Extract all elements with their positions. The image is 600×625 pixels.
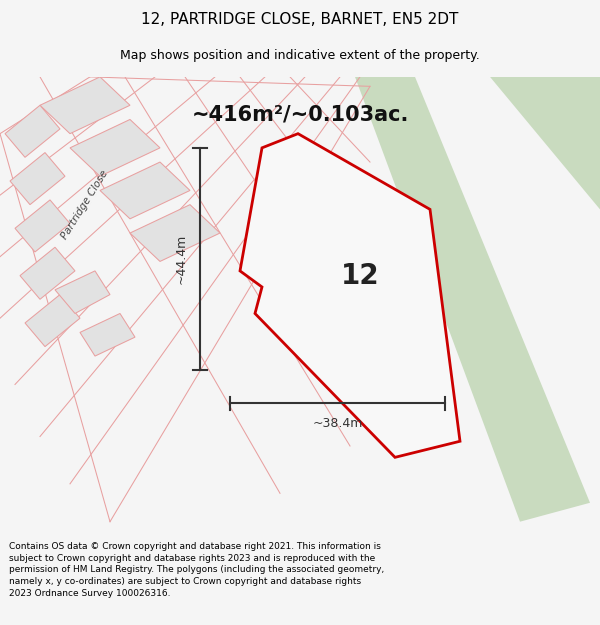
Text: ~38.4m: ~38.4m [313,417,362,429]
Polygon shape [55,271,110,314]
Text: Partridge Close: Partridge Close [60,168,110,241]
Polygon shape [10,152,65,204]
Text: Map shows position and indicative extent of the property.: Map shows position and indicative extent… [120,49,480,62]
Polygon shape [80,314,135,356]
Text: 12: 12 [341,262,379,289]
Polygon shape [15,200,70,252]
Polygon shape [70,119,160,176]
Polygon shape [5,105,60,158]
Polygon shape [355,77,590,522]
Polygon shape [240,134,460,458]
Polygon shape [415,77,600,209]
Polygon shape [100,162,190,219]
Text: Contains OS data © Crown copyright and database right 2021. This information is
: Contains OS data © Crown copyright and d… [9,542,384,598]
Text: ~44.4m: ~44.4m [175,234,188,284]
Text: 12, PARTRIDGE CLOSE, BARNET, EN5 2DT: 12, PARTRIDGE CLOSE, BARNET, EN5 2DT [142,12,458,27]
Polygon shape [20,248,75,299]
Polygon shape [25,294,80,347]
Polygon shape [130,204,220,261]
Polygon shape [40,77,130,134]
Text: ~416m²/~0.103ac.: ~416m²/~0.103ac. [191,105,409,125]
